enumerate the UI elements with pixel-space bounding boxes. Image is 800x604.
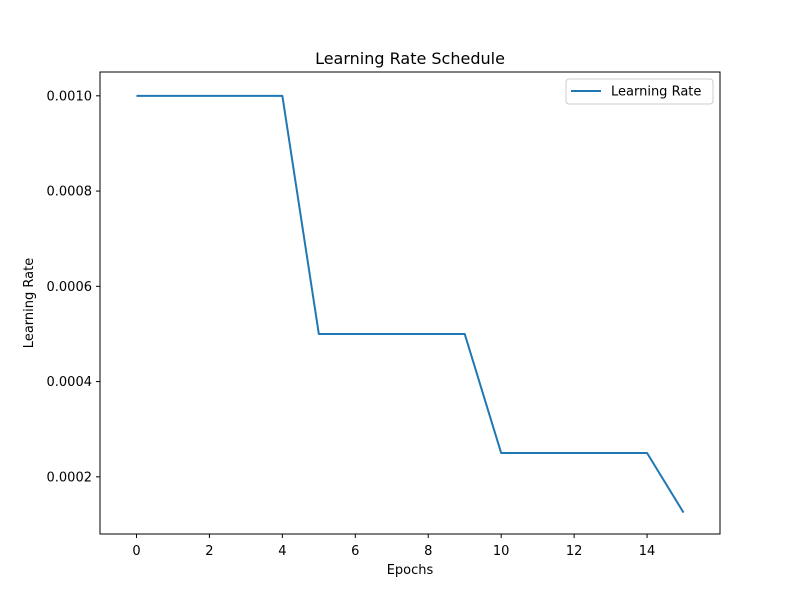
data-point — [391, 333, 393, 335]
x-tick-label: 10 — [493, 544, 510, 559]
legend: Learning Rate — [565, 78, 714, 105]
data-point — [427, 333, 429, 335]
data-point — [354, 333, 356, 335]
x-tick-label: 6 — [351, 544, 359, 559]
data-point — [500, 452, 502, 454]
x-tick-label: 4 — [278, 544, 286, 559]
x-tick-label: 14 — [639, 544, 656, 559]
data-point — [208, 95, 210, 97]
data-point — [135, 95, 137, 97]
y-tick-label: 0.0008 — [47, 185, 93, 200]
data-point — [245, 95, 247, 97]
y-axis-label: Learning Rate — [22, 258, 37, 348]
data-point — [172, 95, 174, 97]
plot-area — [100, 72, 720, 534]
data-point — [683, 512, 685, 514]
x-tick-label: 2 — [205, 544, 213, 559]
legend-box — [565, 78, 714, 105]
series-line — [136, 94, 685, 514]
series-layer — [135, 94, 685, 514]
x-tick-label: 0 — [132, 544, 140, 559]
y-tick-label: 0.0004 — [47, 375, 93, 390]
data-point — [646, 452, 648, 454]
x-tick-label: 8 — [424, 544, 432, 559]
chart-title: Learning Rate Schedule — [315, 49, 505, 68]
legend-label: Learning Rate — [611, 85, 701, 100]
y-tick-label: 0.0010 — [47, 89, 93, 104]
plot-frame — [99, 71, 721, 535]
data-point — [318, 333, 320, 335]
data-point — [537, 452, 539, 454]
y-axis: 0.0002 0.0004 0.0006 0.0008 0.0010 — [47, 89, 100, 485]
data-point — [464, 333, 466, 335]
data-point — [573, 452, 575, 454]
x-axis-label: Epochs — [387, 563, 434, 578]
data-point — [610, 452, 612, 454]
x-axis: 0 2 4 6 8 10 12 14 — [132, 534, 655, 559]
y-tick-label: 0.0002 — [47, 470, 93, 485]
y-tick-label: 0.0006 — [47, 280, 93, 295]
x-tick-label: 12 — [566, 544, 583, 559]
data-point — [281, 95, 283, 97]
